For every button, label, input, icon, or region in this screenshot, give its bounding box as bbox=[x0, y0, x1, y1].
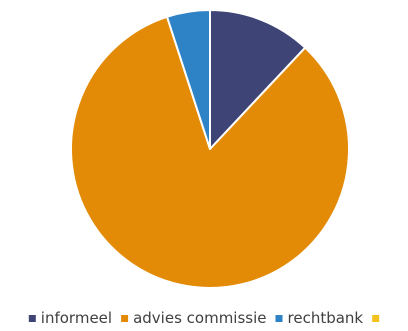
legend-item-0: informeel bbox=[28, 309, 112, 327]
legend-item-1: advies commissie bbox=[121, 309, 267, 327]
legend-swatch-3 bbox=[372, 315, 380, 322]
legend-label-0: informeel bbox=[41, 309, 112, 327]
legend: informeel advies commissie rechtbank bbox=[28, 309, 380, 327]
pie-slice-2 bbox=[166, 9, 211, 150]
pie-slice-0 bbox=[209, 9, 307, 150]
legend-swatch-1 bbox=[121, 315, 129, 322]
legend-label-2: rechtbank bbox=[288, 309, 364, 327]
legend-label-1: advies commissie bbox=[133, 309, 266, 327]
legend-item-3 bbox=[372, 315, 380, 322]
pie-slices bbox=[70, 9, 350, 289]
legend-item-2: rechtbank bbox=[275, 309, 364, 327]
pie-slice-1 bbox=[70, 15, 350, 289]
legend-swatch-0 bbox=[28, 315, 36, 322]
legend-swatch-2 bbox=[275, 315, 283, 322]
